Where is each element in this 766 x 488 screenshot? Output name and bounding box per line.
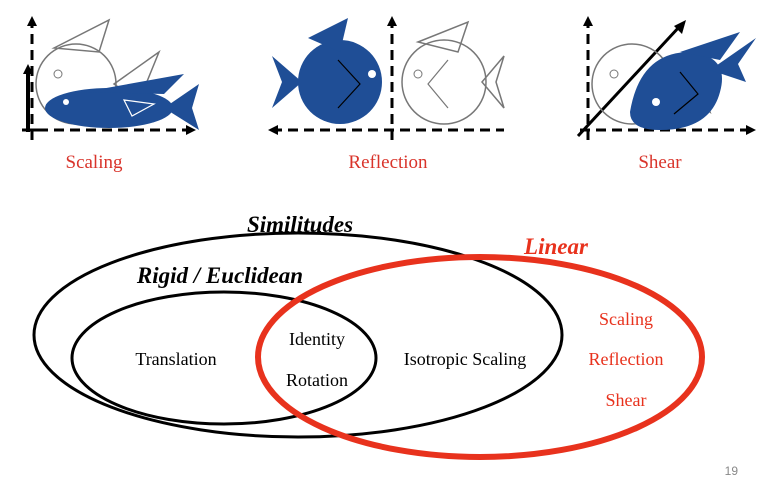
slide-number: 19 — [725, 464, 738, 478]
linear-title: Linear — [523, 234, 589, 259]
identity-label: Identity — [289, 329, 345, 349]
isotropic-scaling-label: Isotropic Scaling — [404, 349, 526, 369]
linear-scaling-label: Scaling — [599, 309, 653, 329]
linear-reflection-label: Reflection — [589, 349, 664, 369]
translation-label: Translation — [135, 349, 216, 369]
rigid-ellipse — [72, 292, 376, 424]
linear-shear-label: Shear — [606, 390, 647, 410]
rigid-title: Rigid / Euclidean — [136, 263, 303, 288]
similitudes-title: Similitudes — [247, 212, 353, 237]
rotation-label: Rotation — [286, 370, 348, 390]
